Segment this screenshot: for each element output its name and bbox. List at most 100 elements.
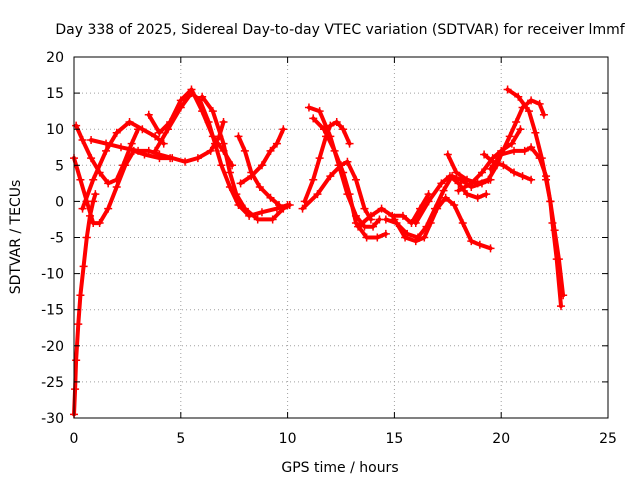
data-point-marker xyxy=(507,139,516,148)
x-tick-label: 0 xyxy=(70,431,79,447)
data-point-marker xyxy=(463,190,472,199)
y-tick-label: -15 xyxy=(41,303,64,319)
x-tick-label: 10 xyxy=(279,431,297,447)
data-point-marker xyxy=(208,107,217,116)
x-tick-label: 25 xyxy=(599,431,617,447)
y-tick-label: 15 xyxy=(46,86,64,102)
data-point-marker xyxy=(322,132,331,141)
data-point-marker xyxy=(313,190,322,199)
data-point-marker xyxy=(473,193,482,202)
data-point-marker xyxy=(527,96,536,105)
data-point-marker xyxy=(433,204,442,213)
data-point-marker xyxy=(411,237,420,246)
data-point-marker xyxy=(315,107,324,116)
data-point-marker xyxy=(512,117,521,126)
data-point-marker xyxy=(219,139,228,148)
data-point-marker xyxy=(151,146,160,155)
data-point-marker xyxy=(125,117,134,126)
data-point-marker xyxy=(112,128,121,137)
axis-ticks: 0 5 10 15 20 25 -30 -25 -20 -15 -10 -5 0 5 10 15 20 xyxy=(41,50,617,447)
data-point-marker xyxy=(486,164,495,173)
data-point-marker xyxy=(330,146,339,155)
data-point-marker xyxy=(527,175,536,184)
data-point-marker xyxy=(373,233,382,242)
data-point-marker xyxy=(104,179,113,188)
data-point-marker xyxy=(381,215,390,224)
data-point-marker xyxy=(557,302,566,311)
data-point-marker xyxy=(497,150,506,159)
data-point-marker xyxy=(337,161,345,170)
data-point-marker xyxy=(134,146,143,155)
data-point-marker xyxy=(176,103,185,112)
data-point-marker xyxy=(450,201,459,210)
data-point-marker xyxy=(193,154,202,163)
data-point-marker xyxy=(339,125,348,134)
data-point-marker xyxy=(454,179,463,188)
data-point-marker xyxy=(76,291,85,300)
data-point-marker xyxy=(527,143,536,152)
data-point-marker xyxy=(520,146,529,155)
data-point-marker xyxy=(240,204,249,213)
series-arc-13 xyxy=(302,120,352,204)
data-point-marker xyxy=(87,136,96,145)
data-point-marker xyxy=(503,85,512,94)
series-arc-8 xyxy=(200,94,292,222)
data-point-marker xyxy=(439,186,448,195)
data-point-marker xyxy=(176,96,185,105)
data-point-marker xyxy=(138,125,147,134)
data-point-marker xyxy=(351,175,360,184)
data-point-marker xyxy=(354,222,363,231)
data-point-marker xyxy=(79,262,88,271)
data-point-marker xyxy=(234,132,243,141)
data-point-marker xyxy=(279,125,288,134)
data-point-marker xyxy=(467,179,476,188)
data-point-marker xyxy=(257,161,266,170)
data-point-marker xyxy=(477,168,486,177)
data-point-marker xyxy=(535,99,544,108)
data-point-marker xyxy=(78,136,87,145)
data-point-marker xyxy=(454,186,463,195)
y-tick-label: 20 xyxy=(46,50,64,66)
data-point-marker xyxy=(71,385,80,394)
series-arc-2 xyxy=(74,123,141,186)
data-point-marker xyxy=(225,168,234,177)
data-point-marker xyxy=(91,190,100,199)
data-point-marker xyxy=(181,157,190,166)
data-point-marker xyxy=(548,219,557,228)
data-point-marker xyxy=(198,92,207,101)
data-point-marker xyxy=(82,233,91,242)
data-point-marker xyxy=(206,146,215,155)
data-point-marker xyxy=(377,204,386,213)
data-point-marker xyxy=(463,175,472,184)
data-point-marker xyxy=(210,139,219,148)
data-point-marker xyxy=(247,172,256,181)
y-tick-label: 5 xyxy=(55,158,64,174)
data-point-marker xyxy=(76,175,85,184)
series-arc-23 xyxy=(488,145,563,309)
data-point-marker xyxy=(424,197,433,206)
data-point-marker xyxy=(401,233,410,242)
data-point-marker xyxy=(266,146,275,155)
data-point-marker xyxy=(217,161,226,170)
series-arc-9 xyxy=(236,134,282,207)
data-point-marker xyxy=(255,182,264,191)
data-point-marker xyxy=(345,139,354,148)
data-point-marker xyxy=(326,121,335,130)
data-point-marker xyxy=(272,139,281,148)
series-arc-15 xyxy=(356,192,431,229)
data-point-marker xyxy=(524,107,533,116)
data-point-marker xyxy=(232,190,241,199)
x-tick-label: 5 xyxy=(176,431,185,447)
data-point-marker xyxy=(486,244,495,253)
data-point-marker xyxy=(309,114,318,123)
data-point-marker xyxy=(510,168,519,177)
data-point-marker xyxy=(144,110,153,119)
y-tick-label: -30 xyxy=(41,411,64,427)
data-point-marker xyxy=(102,146,111,155)
data-point-marker xyxy=(484,175,493,184)
data-point-marker xyxy=(72,356,81,365)
data-point-marker xyxy=(121,161,130,170)
data-point-marker xyxy=(452,168,461,177)
data-point-marker xyxy=(362,233,371,242)
